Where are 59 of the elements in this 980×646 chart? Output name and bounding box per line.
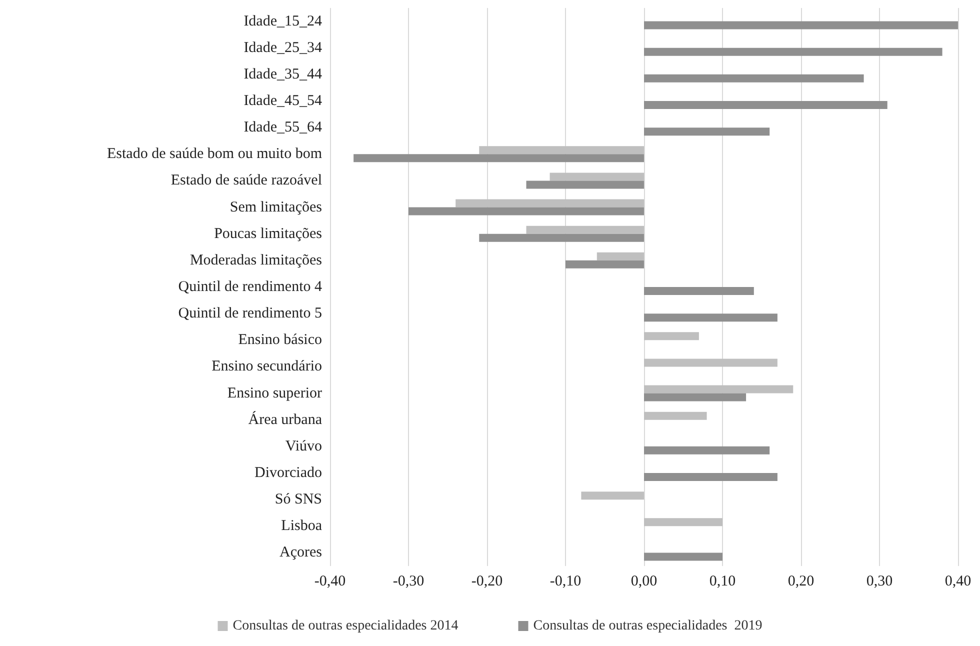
bar bbox=[526, 226, 644, 234]
bar bbox=[644, 412, 707, 420]
bar bbox=[644, 101, 888, 109]
y-tick-label: Ensino básico bbox=[238, 332, 322, 348]
bar bbox=[354, 154, 644, 162]
y-tick-label: Idade_45_54 bbox=[244, 93, 322, 109]
legend-label: Consultas de outras especialidades 2014 bbox=[232, 618, 458, 634]
y-tick-label: Poucas limitações bbox=[214, 226, 322, 242]
y-tick-label: Estado de saúde razoável bbox=[170, 172, 322, 189]
bar bbox=[644, 21, 958, 30]
x-tick-label: 0,20 bbox=[788, 574, 814, 590]
y-tick-label: Ensino superior bbox=[227, 385, 322, 402]
bar bbox=[644, 287, 754, 295]
bar bbox=[479, 234, 644, 242]
y-tick-label: Sem limitações bbox=[230, 199, 322, 216]
x-tick-label: 0,30 bbox=[866, 574, 893, 590]
bar bbox=[644, 552, 722, 561]
x-tick-label: 0,10 bbox=[709, 574, 736, 590]
bar bbox=[456, 199, 644, 208]
bar bbox=[644, 314, 778, 322]
y-tick-label: Moderadas limitações bbox=[190, 252, 322, 268]
bar bbox=[644, 446, 770, 454]
y-tick-label: Quintil de rendimento 4 bbox=[178, 279, 322, 295]
bar bbox=[550, 172, 644, 181]
bar bbox=[581, 492, 644, 500]
x-tick-label: -0,20 bbox=[471, 574, 503, 590]
bar bbox=[408, 207, 644, 216]
y-tick-label: Área urbana bbox=[248, 410, 322, 428]
y-tick-label: Lisboa bbox=[281, 518, 322, 534]
y-tick-label: Ensino secundário bbox=[212, 358, 322, 375]
y-tick-label: Idade_55_64 bbox=[244, 120, 322, 136]
y-tick-label: Quintil de rendimento 5 bbox=[178, 306, 322, 322]
bar bbox=[596, 252, 644, 260]
bar bbox=[644, 74, 864, 82]
bar bbox=[644, 128, 770, 136]
y-tick-label: Viúvo bbox=[285, 438, 322, 454]
y-tick-label: Idade_35_44 bbox=[244, 66, 322, 82]
x-tick-label: -0,40 bbox=[314, 574, 346, 590]
x-tick-label: -0,10 bbox=[550, 574, 582, 590]
bar bbox=[479, 146, 644, 154]
y-tick-label: Estado de saúde bom ou muito bom bbox=[107, 146, 322, 162]
y-tick-label: Idade_25_34 bbox=[244, 40, 322, 56]
y-tick-label: Só SNS bbox=[274, 492, 322, 508]
bar bbox=[644, 393, 746, 402]
bar bbox=[644, 473, 778, 481]
y-tick-label: Açores bbox=[280, 544, 322, 561]
x-tick-label: 0,00 bbox=[630, 574, 658, 590]
bar bbox=[644, 358, 778, 367]
bar bbox=[644, 332, 699, 340]
y-tick-label: Idade_15_24 bbox=[244, 13, 322, 30]
x-tick-label: -0,30 bbox=[392, 574, 424, 590]
bar bbox=[644, 48, 942, 56]
y-tick-label: Divorciado bbox=[254, 465, 322, 481]
bar bbox=[566, 260, 644, 268]
bar bbox=[644, 385, 794, 394]
bar bbox=[526, 180, 644, 189]
bar bbox=[644, 518, 722, 526]
x-tick-label: 0,40 bbox=[944, 574, 972, 590]
legend-label: Consultas de outras especialidades 2019 bbox=[533, 618, 762, 634]
